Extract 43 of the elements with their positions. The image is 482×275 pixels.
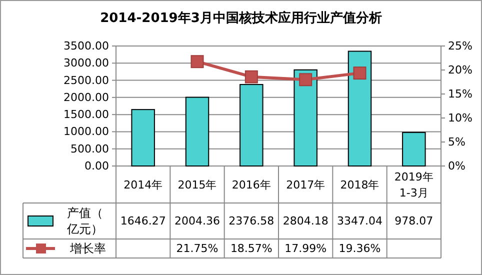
- data-label: 2804.18: [282, 214, 328, 228]
- y-tick-label: 3500.00: [64, 40, 109, 52]
- y2-tick-label: 5%: [448, 136, 466, 148]
- data-label: 18.57%: [230, 242, 272, 255]
- bar: [131, 109, 155, 166]
- data-label: 17.99%: [284, 242, 327, 255]
- data-label: 19.36%: [338, 242, 381, 255]
- x-tick-label: 2019年 1-3月: [394, 170, 434, 199]
- data-label: 1646.27: [120, 214, 166, 228]
- data-label: 2376.58: [228, 214, 274, 228]
- y-tick-label: 0.00: [84, 160, 109, 172]
- x-tick-label: 2016年: [232, 178, 271, 191]
- y2-tick-label: 10%: [448, 112, 472, 124]
- data-label: 3347.04: [337, 214, 382, 228]
- x-tick-label: 2015年: [178, 178, 217, 191]
- bar: [348, 50, 372, 166]
- data-label: 21.75%: [176, 242, 218, 255]
- bar: [294, 69, 318, 166]
- point: [244, 70, 258, 84]
- y-tick-label: 3000.00: [64, 56, 109, 70]
- y-tick-label: 1500.00: [64, 108, 109, 122]
- y2-tick-label: 15%: [448, 88, 472, 100]
- legend-label: 增长率: [69, 242, 106, 256]
- x-tick-label: 2014年: [124, 178, 163, 191]
- data-label: 978.07: [394, 214, 434, 228]
- point: [353, 66, 366, 80]
- y2-tick-label: 20%: [448, 64, 472, 76]
- chart-title: 2014-2019年3月中国核技术应用行业产值分析: [100, 10, 382, 26]
- x-tick-label: 2017年: [286, 178, 326, 191]
- y-tick-label: 2000.00: [64, 90, 109, 104]
- bar: [402, 132, 426, 166]
- data-label: 2004.36: [174, 214, 220, 228]
- y-tick-label: 1000.00: [64, 125, 109, 138]
- bar: [185, 96, 210, 166]
- y-tick-label: 2500.00: [64, 74, 109, 87]
- y-tick-label: 500.00: [70, 142, 109, 156]
- point: [190, 55, 204, 68]
- y2-tick-label: 0%: [448, 160, 466, 172]
- x-tick-label: 2018年: [340, 178, 380, 191]
- bar: [240, 84, 264, 166]
- y2-tick-label: 25%: [448, 40, 472, 52]
- legend-label: 产值（亿元）: [66, 206, 103, 236]
- point: [299, 73, 312, 86]
